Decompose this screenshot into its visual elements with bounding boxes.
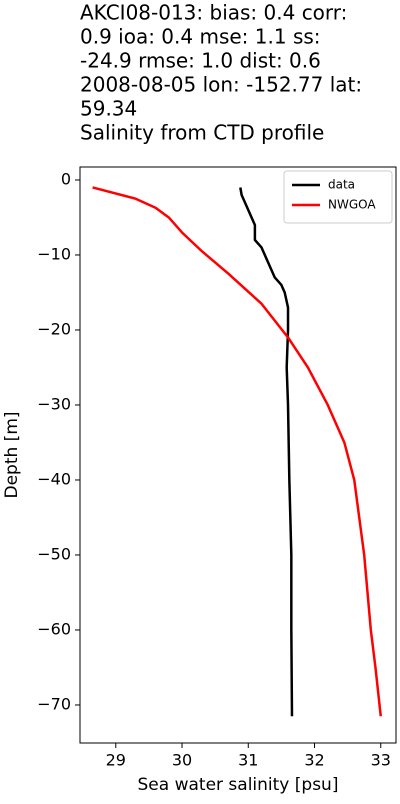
plot-frame — [79, 166, 397, 744]
y-tick-label: 0 — [61, 169, 71, 188]
legend-label: NWGOA — [328, 198, 376, 212]
x-tick-label: 30 — [172, 751, 192, 770]
chart-title: AKCI08-013: bias: 0.4 corr: — [80, 1, 347, 25]
y-tick-label: −20 — [37, 319, 71, 338]
x-axis-label: Sea water salinity [psu] — [138, 775, 339, 795]
y-tick-label: −60 — [37, 619, 71, 638]
x-tick-label: 32 — [304, 751, 324, 770]
data-line — [92, 186, 383, 717]
y-tick-label: −50 — [37, 544, 71, 563]
chart-title: Salinity from CTD profile — [80, 121, 324, 145]
chart-title: 0.9 ioa: 0.4 mse: 1.1 ss: — [80, 25, 321, 49]
chart-title: 59.34 — [80, 97, 137, 121]
y-tick-label: −30 — [37, 394, 71, 413]
x-tick-label: 29 — [106, 751, 126, 770]
y-tick-label: −10 — [37, 244, 71, 263]
y-axis-label: Depth [m] — [2, 411, 22, 498]
chart-title: -24.9 rmse: 1.0 dist: 0.6 — [80, 49, 321, 73]
x-tick-label: 31 — [238, 751, 258, 770]
x-tick-label: 33 — [371, 751, 391, 770]
legend-label: data — [328, 178, 355, 192]
y-tick-label: −40 — [37, 469, 71, 488]
data-line — [239, 187, 294, 717]
y-tick-label: −70 — [37, 694, 71, 713]
chart-title: 2008-08-05 lon: -152.77 lat: — [80, 73, 362, 97]
